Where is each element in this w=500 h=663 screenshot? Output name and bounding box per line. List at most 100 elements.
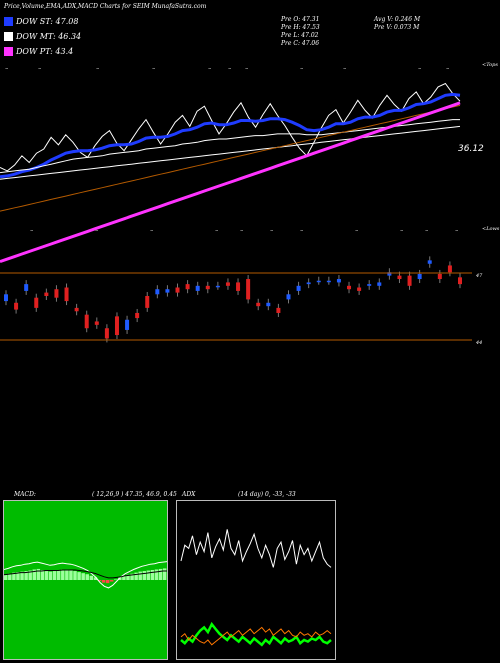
macd-hist-bar-39 [162,568,167,580]
top-marker-4: ~ [208,66,211,71]
macd-hist-bar-15 [65,569,69,580]
prev-low: Pre L: 47.02 [281,32,319,39]
candle-body-37 [377,282,382,286]
candle-body-42 [427,260,432,264]
prev-close: Pre C: 47.06 [281,40,320,47]
prev-volume: Pre V: 0.073 M [374,24,420,31]
pivot-pt-label: DOW PT: 43.4 [16,46,74,56]
ema-series-5 [0,101,461,264]
macd-title: MACD: [14,491,36,498]
top-marker-8: ~ [343,66,346,71]
macd-hist-bar-8 [36,568,41,580]
candle-body-5 [54,289,59,298]
macd-hist-bar-2 [12,572,16,580]
pivot-st: DOW ST: 47.08 [4,15,78,27]
prev-high: Pre H: 47.53 [281,24,320,31]
macd-hist-bar-38 [158,568,163,580]
macd-params: ( 12,26,9 ) 47.35, 46.9, 0.45 [92,491,177,498]
pivot-mt-label: DOW MT: 46.34 [16,31,82,41]
candle-body-36 [367,284,372,286]
macd-hist-bar-32 [134,572,138,580]
candle-body-26 [266,302,271,307]
candle-body-19 [195,285,200,291]
candle-body-43 [437,273,442,280]
macd-hist-bar-33 [138,571,142,580]
low-marker-4: ~ [240,228,243,233]
pivot-mt-swatch [4,31,13,41]
candle-body-18 [185,284,190,290]
macd-hist-bar-25 [105,580,110,584]
macd-panel [3,500,168,660]
candle-body-7 [74,307,79,312]
macd-hist-bar-7 [32,569,36,580]
adx-title: ADX [182,491,196,498]
candle-body-38 [387,272,392,276]
low-marker-1: ~ [95,228,98,233]
date-markers: ~ ~ ~ ~ ~ ~ ~ ~ ~ ~ ~ ~ ~ ~ ~ ~ ~ ~ ~ ~ ~ ~ [5,66,458,233]
low-marker-5: ~ [270,228,273,233]
macd-hist-bar-29 [122,575,126,580]
candle-body-12 [125,319,130,330]
candle-body-2 [24,284,29,291]
candle-body-22 [225,282,230,286]
low-marker-9: ~ [425,228,428,233]
top-marker-5: ~ [228,66,231,71]
low-marker-7: ~ [355,228,358,233]
candle-body-32 [326,280,331,283]
macd-hist-bar-18 [77,572,81,580]
candle-body-1 [14,302,19,310]
macd-line-0 [3,561,168,589]
macd-hist-bar-35 [146,570,151,580]
low-marker-6: ~ [300,228,303,233]
pivot-st-swatch [4,16,13,26]
top-marker-7: ~ [300,66,303,71]
pivot-pt-swatch [4,46,13,56]
candle-body-27 [276,307,281,313]
macd-hist-bar-5 [24,571,28,580]
candle-body-39 [397,275,402,280]
macd-hist-bar-17 [73,571,77,580]
ema-series-3 [0,125,461,180]
tops-label: <Tops [482,62,498,68]
candle-body-25 [256,302,261,307]
prev-open: Pre O: 47.31 [281,16,320,23]
candle-body-6 [64,287,69,302]
low-marker-10: ~ [455,228,458,233]
macd-hist-bar-9 [40,569,45,580]
candle-body-16 [165,289,170,293]
adx-chart [180,529,332,647]
top-marker-6: ~ [245,66,248,71]
candle-body-9 [94,321,99,325]
macd-hist-bar-11 [48,571,53,580]
lows-label: <Lows [482,226,500,232]
candle-body-28 [286,294,291,300]
top-marker-9: ~ [418,66,421,71]
macd-hist-bar-31 [130,573,134,580]
candle-body-3 [34,297,39,308]
candle-body-11 [114,316,119,336]
candle-body-10 [104,328,109,339]
top-marker-2: ~ [96,66,99,71]
macd-hist-bar-36 [150,569,155,580]
top-marker-10: ~ [446,66,449,71]
adx-panel [176,500,336,660]
pivot-mt: DOW MT: 46.34 [4,30,81,42]
macd-hist-bar-23 [97,580,102,582]
candle-body-15 [155,289,160,295]
price-tick-44: 44 [475,340,482,345]
ema-series-0 [0,82,461,172]
macd-hist-bar-24 [101,580,106,583]
candle-body-45 [458,277,462,285]
low-marker-3: ~ [215,228,218,233]
top-marker-3: ~ [152,66,155,71]
macd-hist-bar-13 [56,569,61,580]
macd-hist-bar-6 [28,570,32,580]
macd-hist-bar-20 [85,574,89,580]
ema-series-1 [0,92,461,179]
pivot-st-label: DOW ST: 47.08 [16,16,79,26]
candle-body-4 [44,292,49,296]
macd-hist-bar-14 [61,569,65,580]
macd-hist-bar-1 [8,573,12,580]
page-title: Price,Volume,EMA,ADX,MACD Charts for SEI… [4,3,207,10]
candle-body-34 [347,285,352,290]
